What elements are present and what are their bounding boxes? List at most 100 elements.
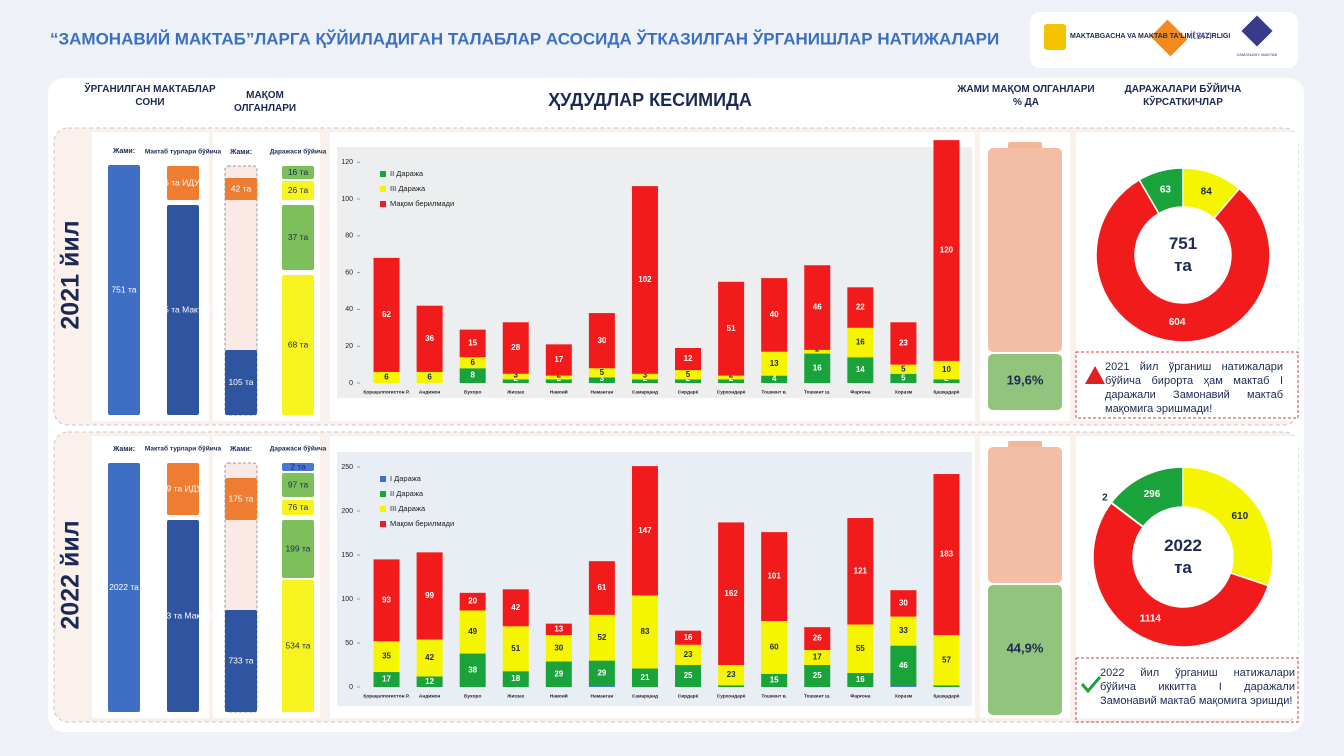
x-tick-label: Андижон bbox=[419, 389, 441, 395]
y-tick-label: 40 bbox=[345, 306, 353, 313]
bar-segment bbox=[933, 379, 960, 383]
bar-segment bbox=[631, 668, 658, 687]
bar-segment bbox=[804, 265, 831, 350]
bar-segment bbox=[804, 665, 831, 687]
school-bar-label: 1783 та Мактаб bbox=[152, 610, 213, 620]
bar-segment bbox=[761, 278, 788, 352]
bar-value: 28 bbox=[511, 343, 520, 352]
level-bar-label: 2 та bbox=[290, 461, 306, 471]
x-tick-label: Сирдарё bbox=[678, 693, 699, 699]
bar-value: 30 bbox=[597, 336, 606, 345]
y-tick-label: 120 bbox=[341, 159, 353, 166]
bar-segment bbox=[631, 373, 658, 380]
x-tick-label: Андижон bbox=[419, 693, 441, 699]
status-idum bbox=[225, 478, 257, 520]
bar-segment bbox=[545, 635, 572, 662]
legend-label: III Даража bbox=[390, 184, 426, 193]
level-bar-label: 68 та bbox=[288, 339, 309, 349]
bar-value: 3 bbox=[643, 370, 648, 379]
column-header: ҲУДУДЛАР КЕСИМИДА bbox=[548, 90, 752, 110]
x-tick-label: Жиззах bbox=[506, 693, 525, 699]
donut-label: 604 bbox=[1169, 317, 1186, 328]
bar-value: 10 bbox=[942, 365, 951, 374]
donut-label: 296 bbox=[1144, 489, 1161, 500]
x-tick-label: Қашқадарё bbox=[933, 389, 959, 395]
bar-value: 5 bbox=[686, 370, 691, 379]
bar-value: 21 bbox=[641, 673, 650, 682]
status-total-label: 105 та bbox=[228, 377, 253, 387]
bar-value: 121 bbox=[854, 566, 868, 575]
bar-value: 16 bbox=[856, 338, 865, 347]
legend-label: Мақом берилмади bbox=[390, 199, 454, 208]
bar-value: 6 bbox=[470, 358, 475, 367]
note: 2022 йил ўрганиш натижалари бўйича иккит… bbox=[1100, 667, 1295, 707]
bar-segment bbox=[459, 368, 486, 383]
bar-value: 26 bbox=[813, 634, 822, 643]
battery-fill bbox=[988, 585, 1062, 715]
bar-segment bbox=[890, 645, 917, 687]
bar-value: 30 bbox=[554, 643, 563, 652]
battery-top bbox=[988, 148, 1062, 352]
bar-segment bbox=[890, 686, 917, 687]
bar-value: 52 bbox=[597, 633, 606, 642]
bar-segment bbox=[933, 140, 960, 361]
donut-label: 63 bbox=[1160, 184, 1172, 195]
bar-value: 6 bbox=[384, 373, 389, 382]
x-tick-label: Тошкент в. bbox=[761, 389, 787, 395]
logo-icon bbox=[1044, 24, 1066, 50]
legend-label: II Даража bbox=[390, 489, 424, 498]
label: Даражаси бўйича bbox=[270, 445, 327, 453]
bar-value: 13 bbox=[554, 624, 563, 633]
bar-segment bbox=[890, 373, 917, 383]
bar-value: 25 bbox=[813, 671, 822, 680]
label: Жами: bbox=[229, 149, 252, 156]
bar-segment bbox=[502, 379, 529, 383]
x-tick-label: Наманган bbox=[591, 389, 614, 395]
bar-segment bbox=[502, 373, 529, 380]
label: Жами: bbox=[112, 148, 135, 155]
donut-slice bbox=[1092, 501, 1270, 648]
bar-segment bbox=[675, 370, 702, 380]
bar-segment bbox=[502, 626, 529, 672]
bar-segment bbox=[718, 685, 745, 687]
idum-bar bbox=[167, 463, 199, 515]
check-icon bbox=[1080, 676, 1102, 694]
bar-segment bbox=[545, 375, 572, 380]
x-tick-label: Бухоро bbox=[464, 389, 482, 395]
bar-segment bbox=[588, 368, 615, 378]
bar-segment bbox=[459, 610, 486, 654]
donut-label: 610 bbox=[1232, 511, 1249, 522]
bar-value: 93 bbox=[382, 595, 391, 604]
bar-segment bbox=[459, 357, 486, 369]
donut-label: 84 bbox=[1201, 186, 1213, 197]
bar-segment bbox=[373, 257, 400, 372]
legend-label: I Даража bbox=[390, 474, 422, 483]
bar-segment bbox=[675, 630, 702, 645]
bar-segment bbox=[416, 676, 443, 687]
donut-slice bbox=[1182, 466, 1274, 587]
bar-segment bbox=[545, 379, 572, 383]
school-bar bbox=[167, 520, 199, 712]
bar-value: 55 bbox=[856, 644, 865, 653]
total-bar bbox=[108, 165, 140, 415]
donut-slice bbox=[1138, 167, 1184, 215]
bar-value: 23 bbox=[684, 650, 693, 659]
bar-segment bbox=[890, 364, 917, 374]
donut-slice bbox=[1095, 178, 1271, 343]
label: Мактаб турлари бўйича bbox=[145, 148, 222, 156]
bar-value: 20 bbox=[468, 597, 477, 606]
y-tick-label: 20 bbox=[345, 343, 353, 350]
legend-swatch bbox=[380, 201, 386, 207]
bar-segment bbox=[502, 589, 529, 627]
bar-value: 16 bbox=[684, 633, 693, 642]
level-bar-label: 16 та bbox=[288, 167, 309, 177]
legend-label: Мақом берилмади bbox=[390, 519, 454, 528]
logo-text: itsm bbox=[1190, 28, 1212, 42]
y-tick-label: 80 bbox=[345, 233, 353, 240]
bar-value: 57 bbox=[942, 655, 951, 664]
status-idum bbox=[225, 178, 257, 200]
bar-value: 46 bbox=[813, 303, 822, 312]
bar-segment bbox=[588, 313, 615, 369]
bar-segment bbox=[890, 616, 917, 646]
x-tick-label: Навоий bbox=[550, 692, 568, 699]
